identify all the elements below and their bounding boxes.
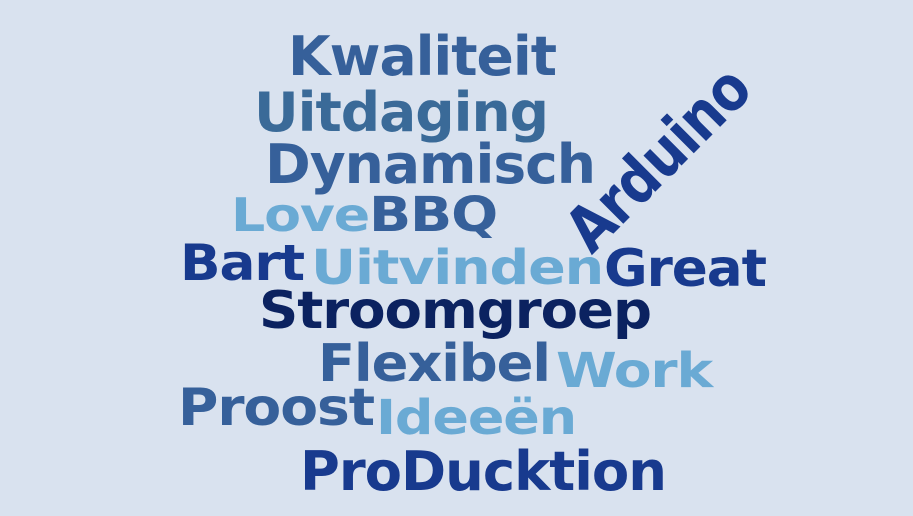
word-work: Work xyxy=(556,343,714,399)
word-proost: Proost xyxy=(178,378,374,438)
word-uitdaging: Uitdaging xyxy=(254,81,548,144)
word-bbq: BBQ xyxy=(369,187,497,243)
word-bart: Bart xyxy=(180,234,304,292)
word-produktion: ProDucktion xyxy=(300,440,666,503)
word-flexibel: Flexibel xyxy=(318,334,550,394)
word-uitvinden: Uitvinden xyxy=(311,240,603,296)
word-great: Great xyxy=(604,239,766,299)
word-dynamisch: Dynamisch xyxy=(265,133,595,196)
word-ideeen: Ideeën xyxy=(376,390,576,446)
word-kwaliteit: Kwaliteit xyxy=(288,25,556,88)
word-love: Love xyxy=(231,188,369,242)
word-stroomgroep: Stroomgroep xyxy=(259,281,651,341)
